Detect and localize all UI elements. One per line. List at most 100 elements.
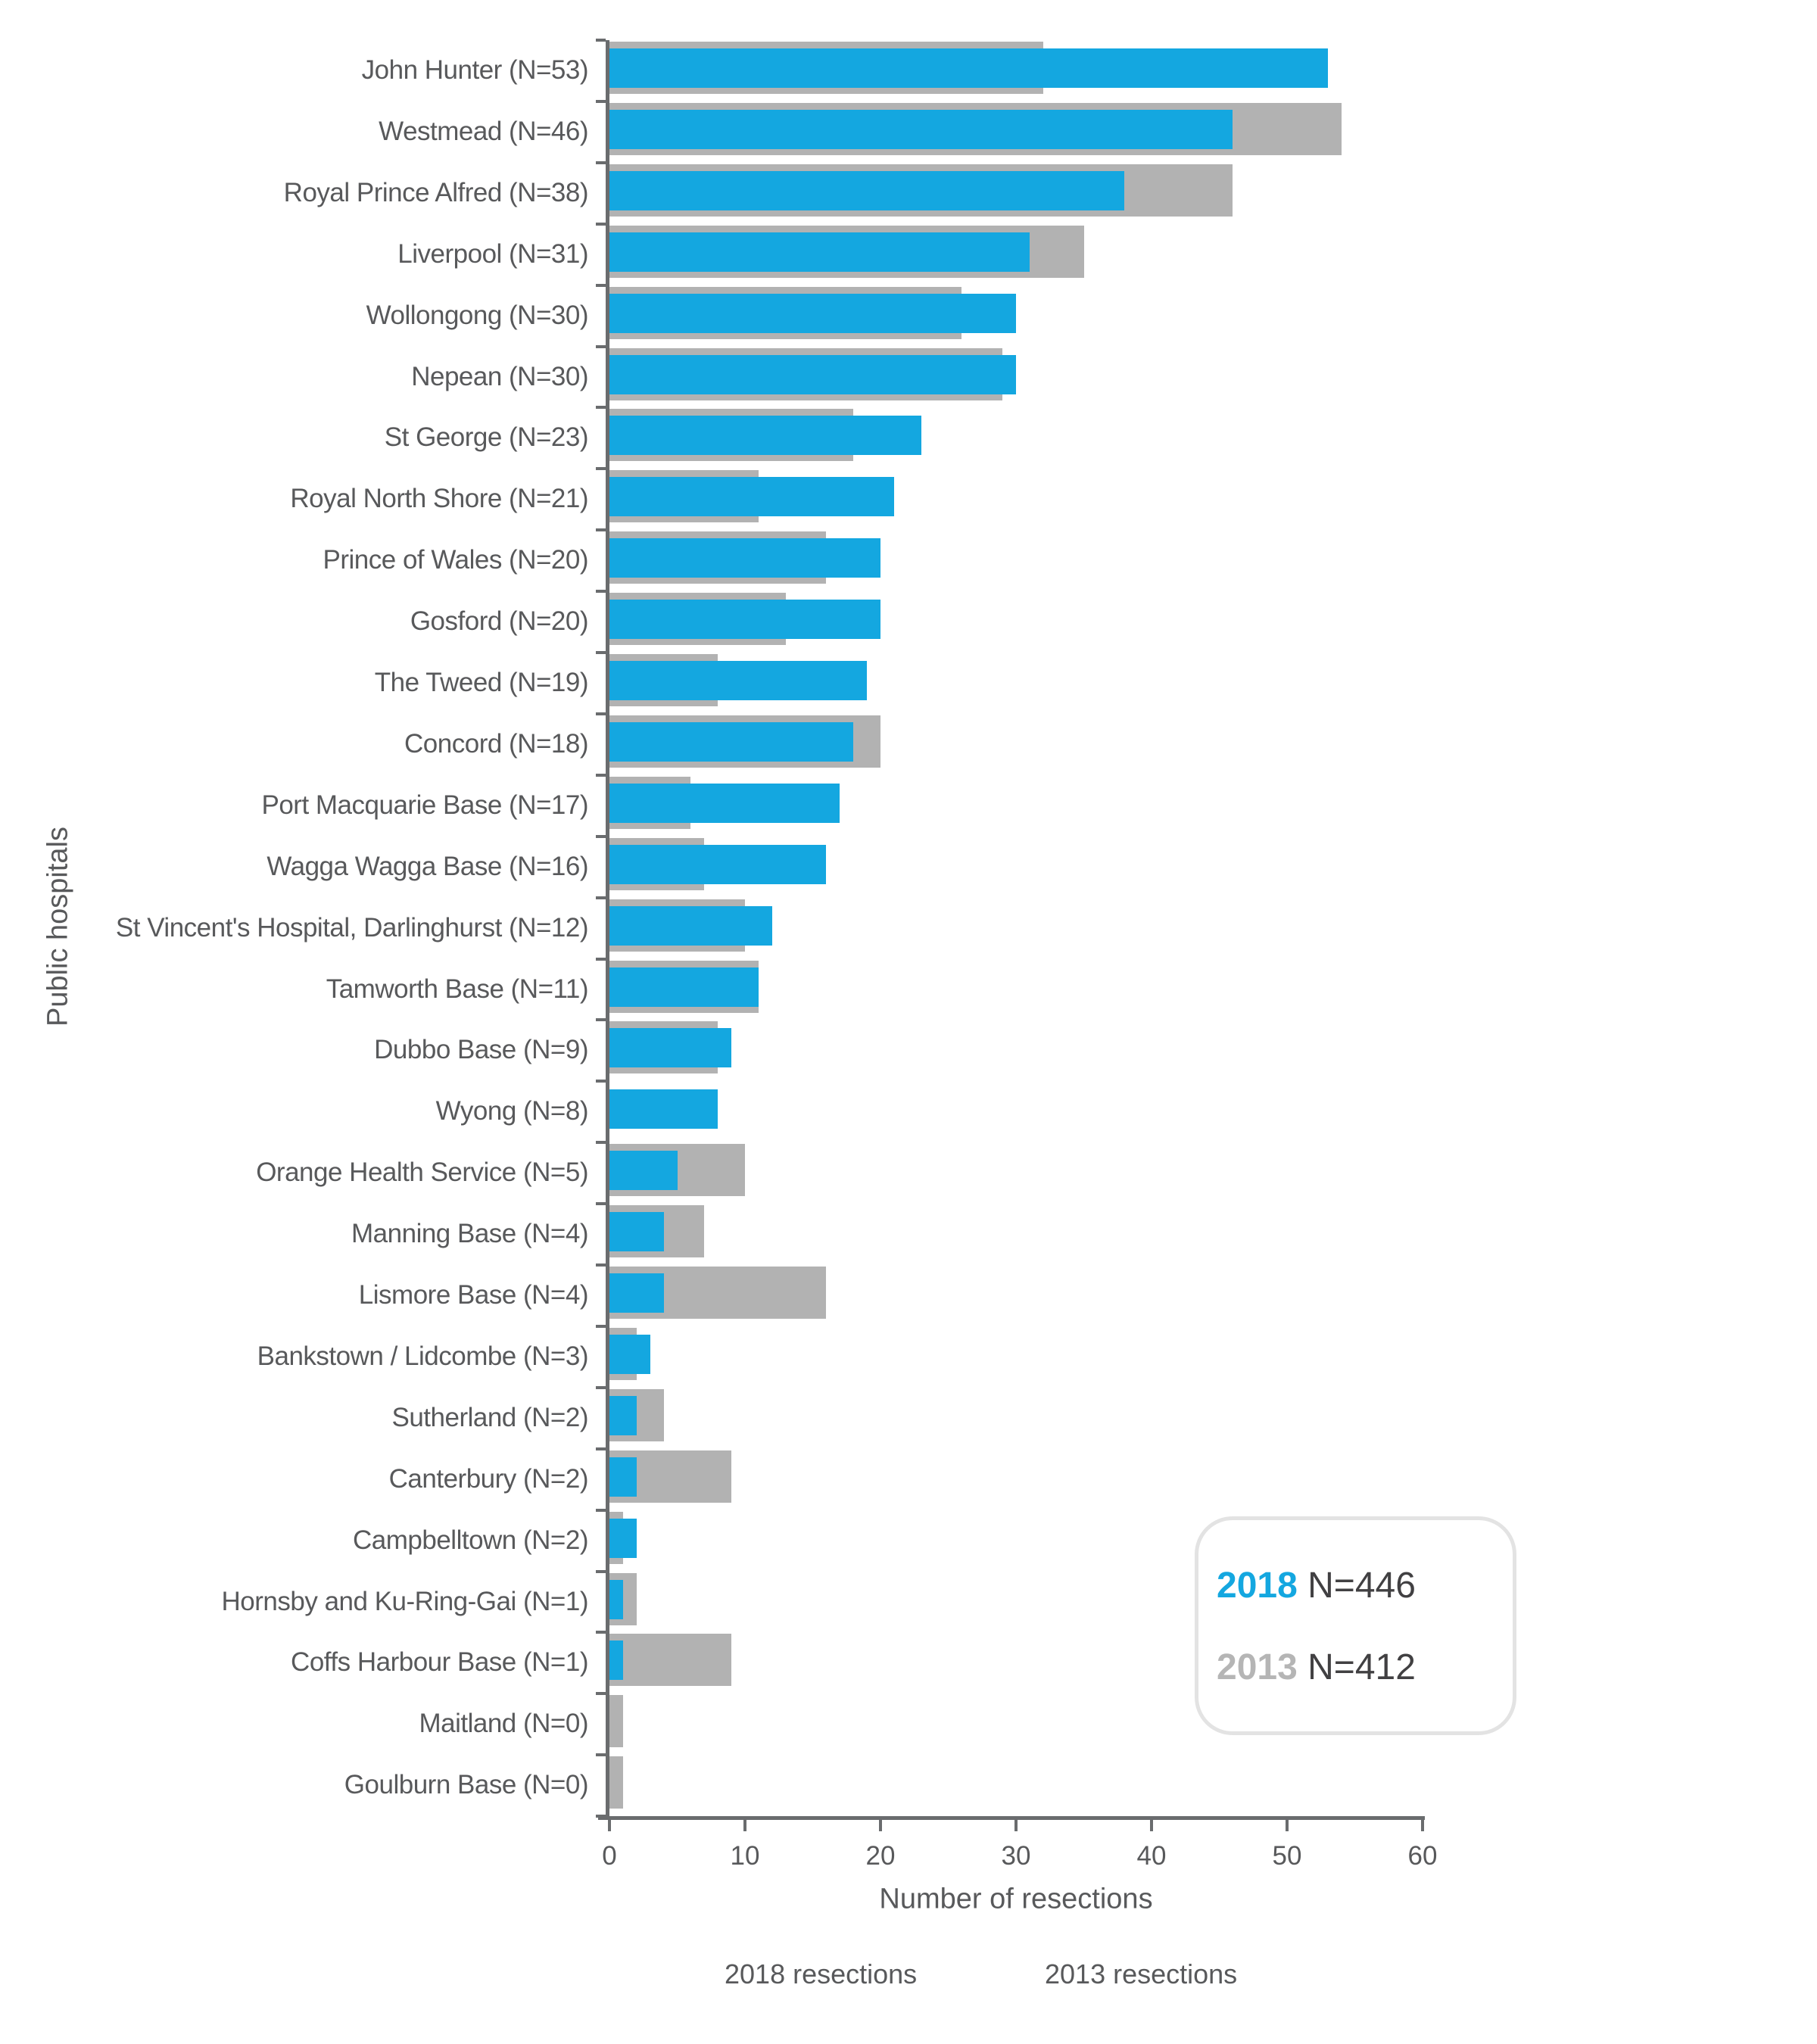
bar-2018 bbox=[609, 844, 827, 884]
bar-row: Tamworth Base (N=11) bbox=[0, 959, 1817, 1020]
row-label: Hornsby and Ku-Ring-Gai (N=1) bbox=[221, 1586, 589, 1616]
bar-row: Orange Health Service (N=5) bbox=[0, 1142, 1817, 1204]
row-label: Wollongong (N=30) bbox=[366, 300, 589, 330]
bar-2018 bbox=[609, 1640, 623, 1681]
bar-2018 bbox=[609, 1395, 637, 1435]
row-label: Royal North Shore (N=21) bbox=[290, 484, 588, 514]
y-tick bbox=[596, 99, 606, 103]
bar-2018 bbox=[609, 1028, 732, 1068]
bar-row: Wyong (N=8) bbox=[0, 1081, 1817, 1142]
bar-2018 bbox=[609, 967, 759, 1007]
x-tick-label: 60 bbox=[1407, 1841, 1438, 1871]
y-tick bbox=[596, 1018, 606, 1022]
row-label: Maitland (N=0) bbox=[419, 1709, 588, 1739]
bar-2018 bbox=[609, 170, 1125, 210]
x-tick-label: 20 bbox=[865, 1841, 896, 1871]
row-label: Concord (N=18) bbox=[404, 728, 588, 759]
totals-line-2018: 2018 N=446 bbox=[1217, 1559, 1416, 1613]
bar-2013 bbox=[609, 1695, 623, 1748]
y-tick bbox=[596, 1080, 606, 1083]
bar-row: Campbelltown (N=2) bbox=[0, 1510, 1817, 1572]
row-label: Coffs Harbour Base (N=1) bbox=[291, 1647, 588, 1678]
x-tick bbox=[1014, 1820, 1018, 1831]
x-axis-line bbox=[598, 1816, 1425, 1820]
bar-row: Westmead (N=46) bbox=[0, 101, 1817, 163]
bar-2018 bbox=[609, 721, 854, 762]
row-label: Liverpool (N=31) bbox=[397, 238, 588, 269]
row-label: Canterbury (N=2) bbox=[388, 1463, 589, 1494]
y-tick bbox=[596, 1569, 606, 1573]
x-tick bbox=[1286, 1820, 1289, 1831]
y-tick bbox=[596, 590, 606, 594]
bar-row: Canterbury (N=2) bbox=[0, 1449, 1817, 1510]
bar-row: John Hunter (N=53) bbox=[0, 40, 1817, 101]
bar-2018 bbox=[609, 293, 1016, 333]
legend-label-2013: 2013 resections bbox=[1045, 1958, 1238, 1989]
bar-2018 bbox=[609, 1579, 623, 1619]
bar-2018 bbox=[609, 538, 880, 578]
bar-2018 bbox=[609, 661, 868, 700]
y-tick bbox=[596, 834, 606, 838]
x-tick-label: 40 bbox=[1136, 1841, 1167, 1871]
totals-n-2018: N=446 bbox=[1307, 1566, 1416, 1606]
row-label: Orange Health Service (N=5) bbox=[256, 1158, 588, 1188]
totals-year-2013: 2013 bbox=[1217, 1647, 1298, 1687]
bar-row: St George (N=23) bbox=[0, 407, 1817, 469]
row-label: Nepean (N=30) bbox=[411, 361, 588, 391]
bar-row: Goulburn Base (N=0) bbox=[0, 1755, 1817, 1816]
x-tick bbox=[608, 1820, 611, 1831]
y-tick bbox=[596, 406, 606, 410]
y-tick bbox=[596, 528, 606, 532]
bar-row: Bankstown / Lidcombe (N=3) bbox=[0, 1326, 1817, 1388]
row-label: Royal Prince Alfred (N=38) bbox=[283, 177, 589, 207]
y-tick bbox=[596, 1447, 606, 1450]
row-label: John Hunter (N=53) bbox=[361, 55, 589, 85]
bar-2018 bbox=[609, 416, 921, 456]
x-tick bbox=[1150, 1820, 1153, 1831]
row-label: Bankstown / Lidcombe (N=3) bbox=[257, 1341, 589, 1371]
bar-2018 bbox=[609, 48, 1328, 88]
y-tick bbox=[596, 1263, 606, 1267]
bar-2018 bbox=[609, 1334, 650, 1374]
totals-n-2013: N=412 bbox=[1307, 1647, 1416, 1687]
legend-swatch-2018 bbox=[646, 1943, 710, 2004]
y-tick bbox=[596, 160, 606, 164]
y-tick bbox=[596, 344, 606, 348]
totals-line-2013: 2013 N=412 bbox=[1217, 1640, 1416, 1695]
bar-row: Royal North Shore (N=21) bbox=[0, 469, 1817, 530]
y-tick bbox=[596, 467, 606, 471]
row-label: Port Macquarie Base (N=17) bbox=[261, 790, 588, 820]
bar-2018 bbox=[609, 905, 772, 946]
bar-2018 bbox=[609, 600, 880, 640]
bar-2013 bbox=[609, 1634, 732, 1687]
bar-2013 bbox=[609, 1756, 623, 1809]
y-tick bbox=[596, 1815, 606, 1818]
row-label: Wyong (N=8) bbox=[435, 1096, 589, 1126]
bar-row: Dubbo Base (N=9) bbox=[0, 1020, 1817, 1081]
bar-row: Wagga Wagga Base (N=16) bbox=[0, 837, 1817, 898]
bar-2018 bbox=[609, 1151, 678, 1191]
bar-2018 bbox=[609, 354, 1016, 394]
row-label: Goulburn Base (N=0) bbox=[344, 1770, 589, 1800]
y-tick bbox=[596, 283, 606, 287]
y-tick bbox=[596, 39, 606, 42]
bar-row: St Vincent's Hospital, Darlinghurst (N=1… bbox=[0, 898, 1817, 959]
bar-row: Prince of Wales (N=20) bbox=[0, 530, 1817, 591]
x-axis-title: Number of resections bbox=[879, 1883, 1153, 1915]
legend-swatch-2013 bbox=[968, 1943, 1032, 2004]
bar-row: Wollongong (N=30) bbox=[0, 285, 1817, 347]
totals-year-2018: 2018 bbox=[1217, 1566, 1298, 1606]
bar-2018 bbox=[609, 232, 1030, 272]
y-tick bbox=[596, 1324, 606, 1328]
bar-row: The Tweed (N=19) bbox=[0, 653, 1817, 714]
y-axis-line bbox=[606, 40, 609, 1819]
row-label: St George (N=23) bbox=[384, 422, 589, 453]
x-tick bbox=[743, 1820, 746, 1831]
x-tick-label: 50 bbox=[1272, 1841, 1302, 1871]
row-label: Sutherland (N=2) bbox=[391, 1402, 588, 1432]
bar-row: Maitland (N=0) bbox=[0, 1693, 1817, 1755]
bar-row: Liverpool (N=31) bbox=[0, 224, 1817, 285]
row-label: Dubbo Base (N=9) bbox=[374, 1035, 588, 1065]
row-label: Prince of Wales (N=20) bbox=[323, 545, 589, 575]
y-tick bbox=[596, 773, 606, 777]
